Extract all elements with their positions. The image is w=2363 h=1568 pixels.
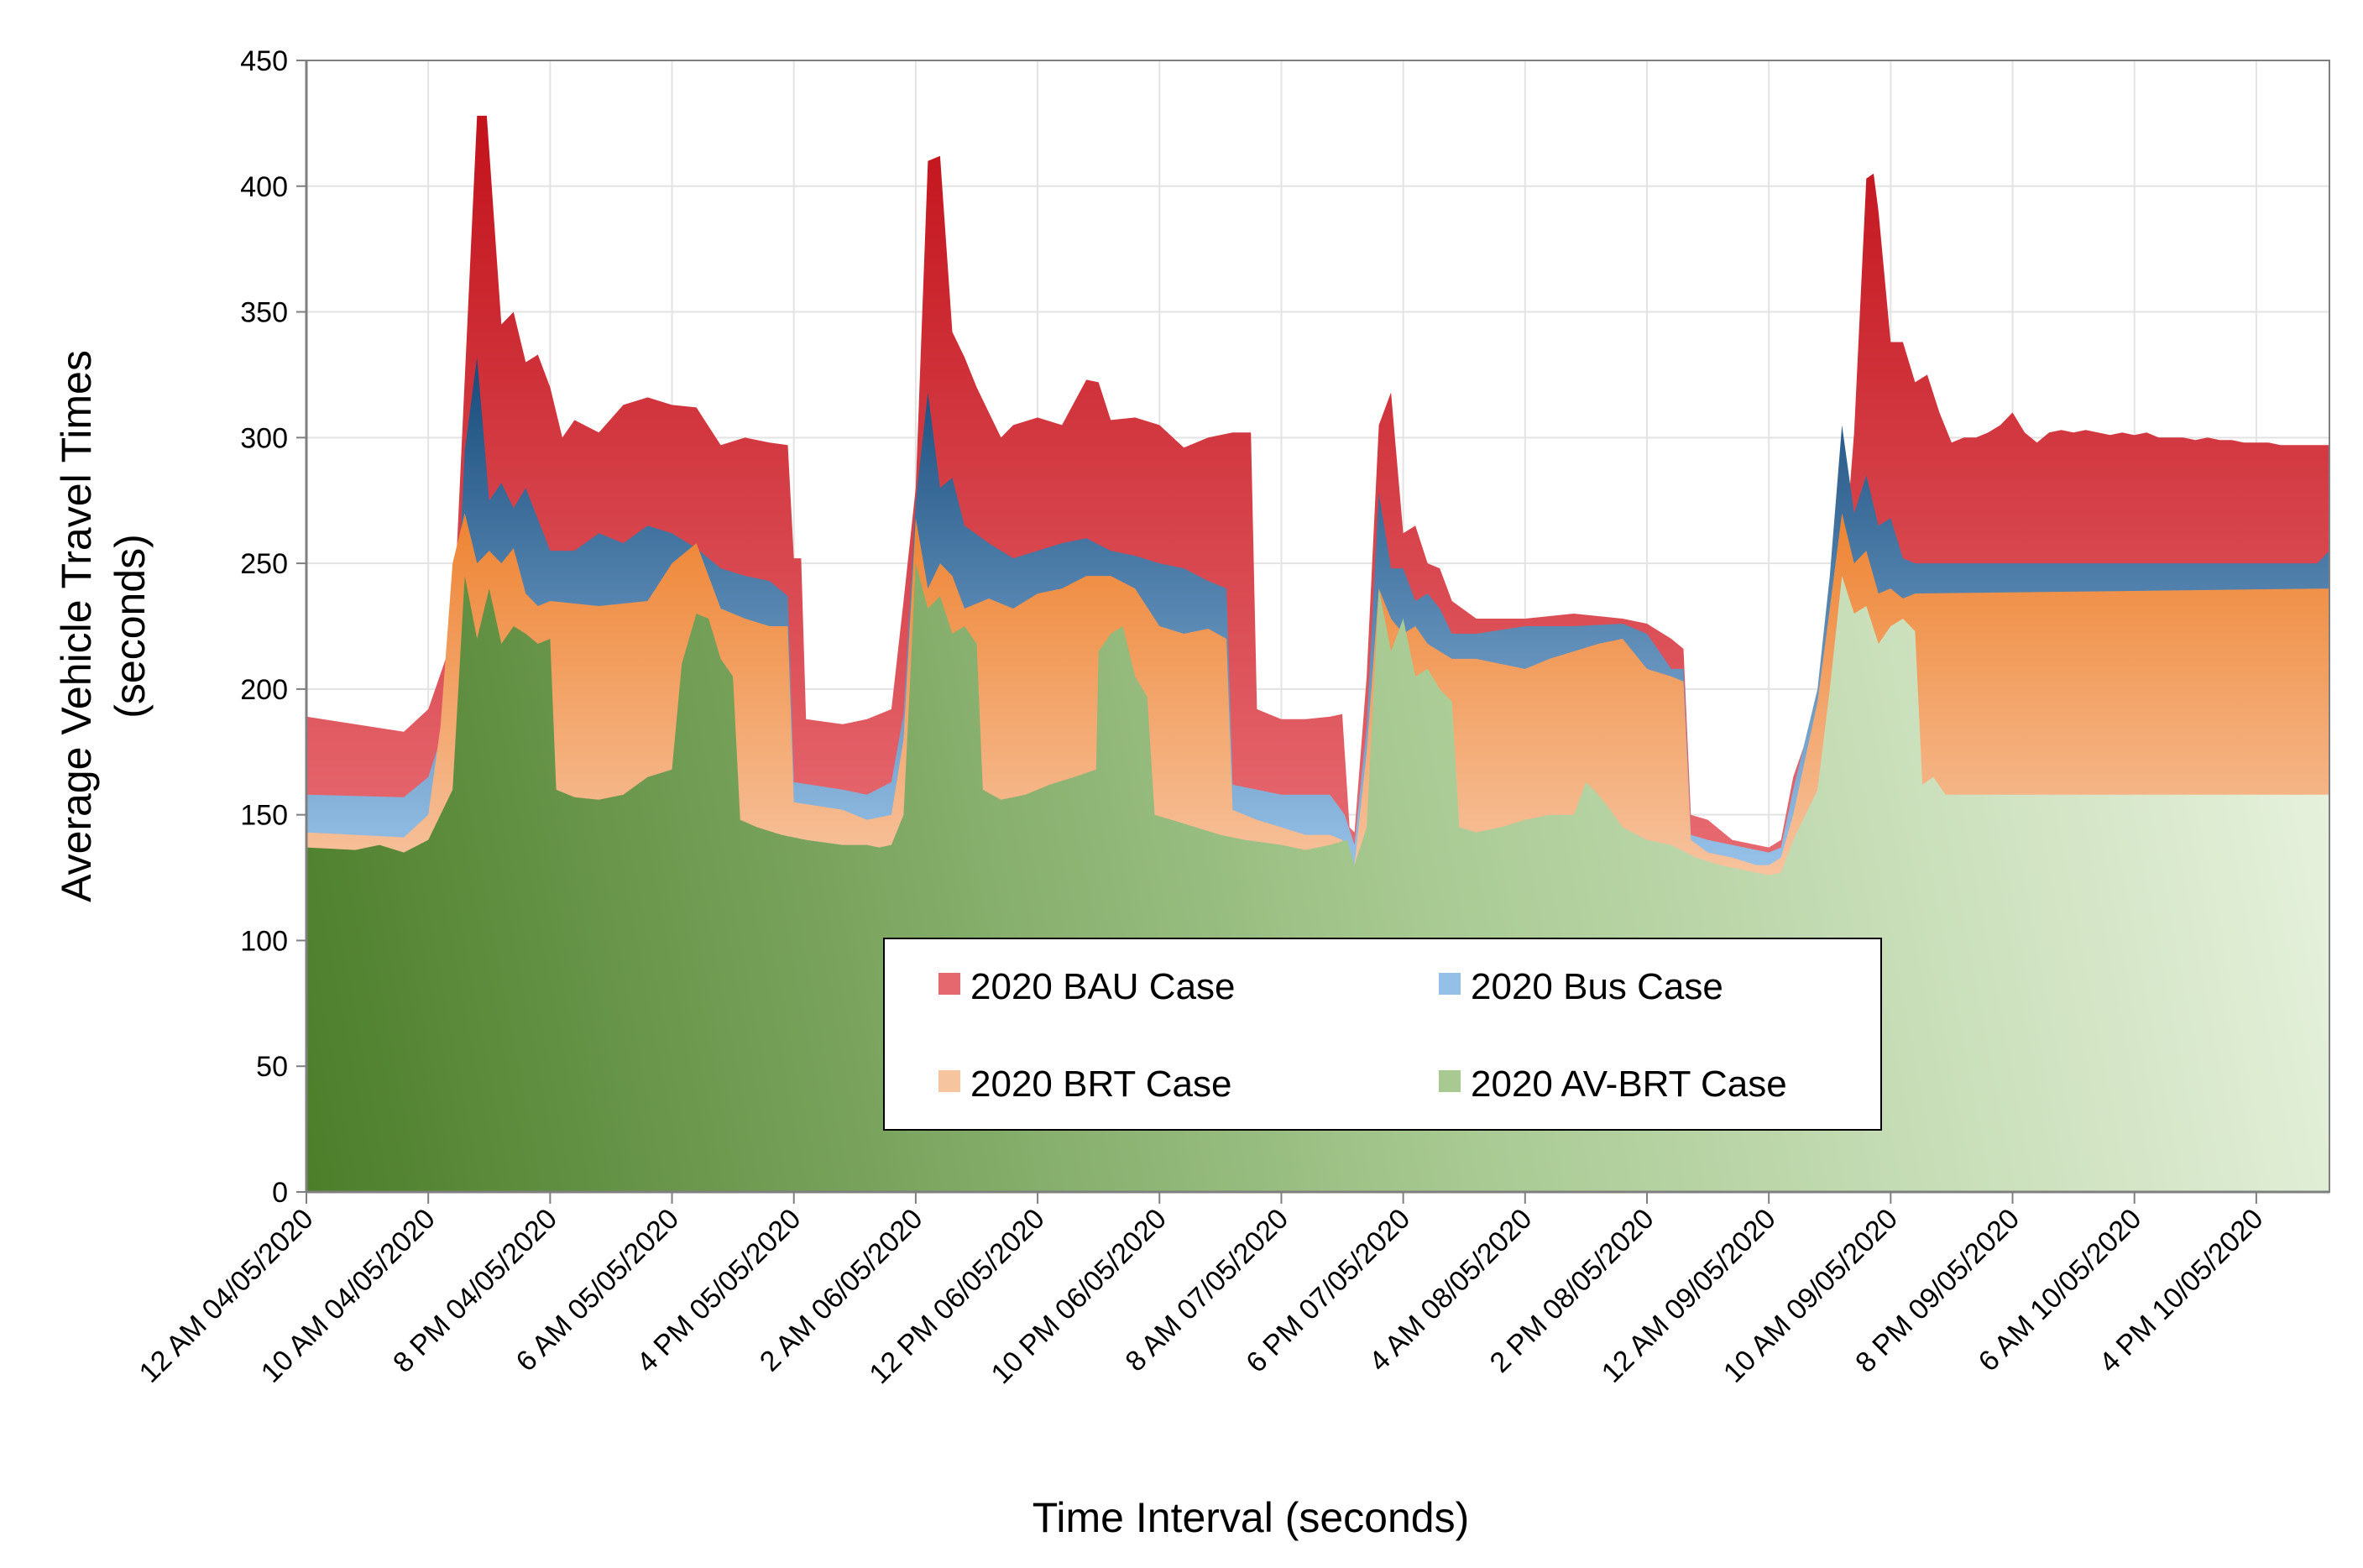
y-tick-label: 250 xyxy=(240,548,288,580)
y-axis-title-line1: Average Vehicle Travel Times xyxy=(53,350,100,902)
y-tick-label: 0 xyxy=(272,1177,288,1209)
y-tick-label: 200 xyxy=(240,674,288,706)
y-tick-label: 350 xyxy=(240,297,288,329)
legend: 2020 BAU Case 2020 Bus Case 2020 BRT Cas… xyxy=(883,938,1882,1131)
y-tick-label: 100 xyxy=(240,925,288,957)
legend-label-brt: 2020 BRT Case xyxy=(970,1064,1231,1105)
legend-box xyxy=(883,938,1882,1131)
y-tick-label: 150 xyxy=(240,800,288,832)
legend-swatch-av-brt xyxy=(1439,1070,1461,1092)
legend-swatch-bau xyxy=(938,973,960,995)
y-tick-label: 400 xyxy=(240,171,288,203)
y-tick-label: 300 xyxy=(240,422,288,454)
legend-label-bus: 2020 Bus Case xyxy=(1471,966,1723,1007)
legend-swatch-brt xyxy=(938,1070,960,1092)
y-axis-title-line2: (seconds) xyxy=(107,534,154,719)
legend-label-bau: 2020 BAU Case xyxy=(970,966,1236,1007)
x-axis-title: Time Interval (seconds) xyxy=(1033,1494,1470,1541)
legend-swatch-bus xyxy=(1439,973,1461,995)
y-tick-label: 450 xyxy=(240,45,288,77)
y-tick-label: 50 xyxy=(256,1051,288,1083)
legend-label-av-brt: 2020 AV-BRT Case xyxy=(1471,1064,1787,1105)
